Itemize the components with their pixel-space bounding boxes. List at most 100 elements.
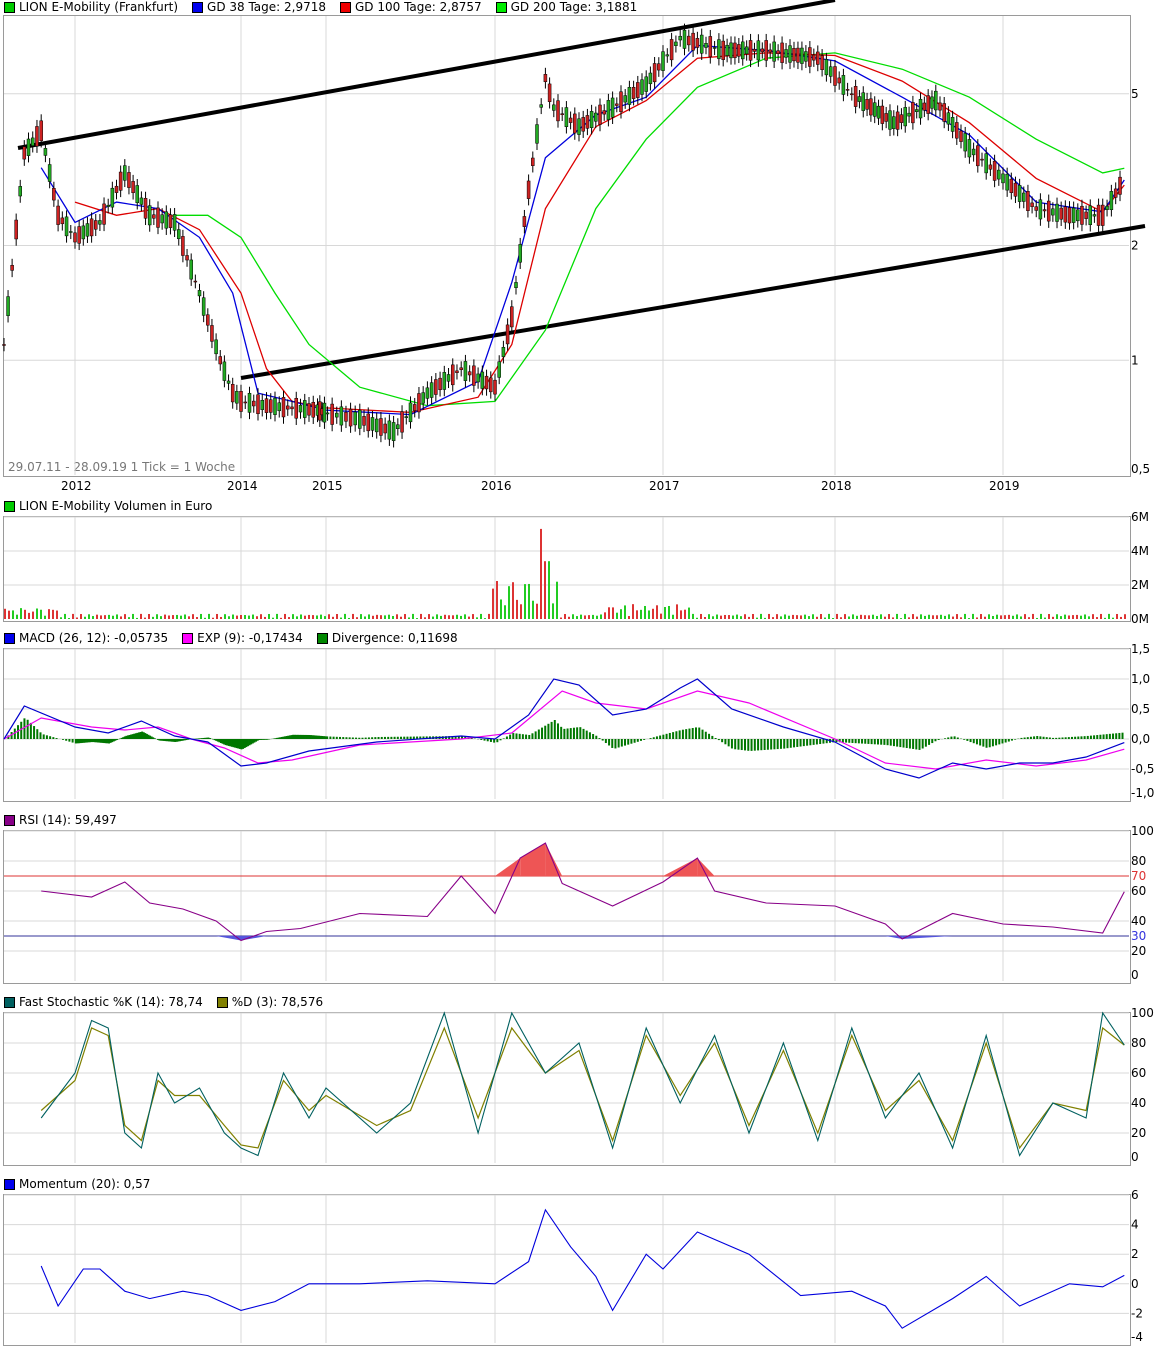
volume-bar [352, 613, 354, 619]
price-candle-body [861, 92, 866, 111]
price-candle-body [247, 392, 252, 413]
price-candle-body [950, 117, 955, 132]
price-candle-body [35, 126, 39, 147]
price-candle-body [1080, 205, 1084, 225]
price-candle-body [64, 216, 69, 237]
macd-divergence-bar [553, 720, 556, 739]
price-candle-body [1026, 191, 1030, 211]
price-candle-body [581, 117, 585, 132]
macd-divergence-bar [390, 736, 393, 739]
macd-divergence-bar [766, 739, 769, 750]
price-candle-body [812, 54, 816, 61]
volume-bar [472, 614, 474, 619]
stoch-k-line [40, 1011, 1125, 1157]
macd-divergence-bar [197, 738, 200, 739]
rsi-overbought-fill [545, 843, 563, 876]
price-candle-body [14, 219, 18, 240]
volume-bar [864, 615, 866, 619]
macd-legend-label: EXP (9): -0,17434 [197, 631, 303, 645]
macd-divergence-bar [301, 734, 304, 739]
macd-divergence-bar [55, 738, 58, 739]
macd-divergence-bar [950, 736, 953, 739]
macd-divergence-bar [714, 738, 717, 739]
macd-divergence-bar [81, 739, 84, 743]
y-tick-label: 0M [1131, 612, 1149, 626]
macd-divergence-bar [199, 738, 202, 739]
volume-bar [628, 616, 630, 619]
macd-divergence-bar [1096, 735, 1099, 739]
price-candle-body [678, 35, 682, 41]
volume-bar [168, 615, 170, 619]
volume-bar [24, 609, 26, 619]
macd-divergence-bar [854, 739, 857, 744]
price-candle-body [1046, 200, 1051, 222]
macd-divergence-bar [259, 739, 262, 740]
volume-bar [204, 617, 206, 619]
volume-bar [948, 614, 950, 619]
macd-divergence-bar [396, 736, 399, 739]
macd-divergence-bar [95, 739, 98, 743]
volume-bar [796, 615, 798, 619]
volume-bar [696, 617, 698, 619]
macd-divergence-bar [851, 739, 854, 743]
macd-divergence-bar [253, 739, 256, 743]
volume-bar [1032, 613, 1034, 619]
price-candle-body [344, 412, 348, 422]
macd-divergence-bar [1089, 735, 1092, 739]
price-candle-body [850, 93, 854, 96]
macd-divergence-bar [322, 736, 325, 739]
price-candle-body [505, 324, 510, 345]
macd-divergence-bar [534, 731, 537, 739]
price-candle-body [1118, 176, 1122, 195]
price-candle-body [615, 103, 619, 106]
volume-bar [460, 615, 462, 619]
y-tick-label: 100 [1131, 1006, 1154, 1020]
volume-bar [900, 618, 902, 619]
volume-bar [852, 614, 854, 619]
macd-divergence-bar [454, 736, 457, 739]
volume-bar [376, 614, 378, 619]
macd-divergence-bar [711, 735, 714, 739]
volume-bar [1020, 616, 1022, 619]
rsi-overbought-fill [697, 858, 715, 876]
price-candle-body [218, 356, 222, 365]
price-candle-body [547, 83, 552, 102]
price-candle-body [22, 146, 27, 160]
price-candle-body [737, 44, 741, 57]
macd-divergence-bar [1074, 736, 1077, 739]
volume-bar [48, 609, 50, 619]
volume-bar [1004, 615, 1006, 619]
price-candle-body [824, 59, 829, 76]
macd-divergence-bar [908, 739, 911, 749]
y-tick-label: -1,0 [1131, 786, 1154, 800]
volume-bar [724, 614, 726, 619]
macd-legend-item: EXP (9): -0,17434 [182, 631, 303, 645]
macd-divergence-bar [1048, 737, 1051, 739]
price-candle-body [971, 148, 976, 156]
price-candle-body [888, 110, 892, 130]
macd-divergence-bar [348, 737, 351, 739]
volume-bar [40, 609, 42, 619]
macd-divergence-bar [412, 736, 415, 739]
price-candle-body [623, 95, 627, 103]
macd-divergence-bar [572, 727, 575, 739]
volume-bar [968, 618, 970, 619]
macd-divergence-bar [793, 739, 796, 748]
volume-bar [88, 614, 90, 619]
price-candle-body [362, 416, 366, 426]
macd-divergence-bar [662, 734, 665, 739]
macd-divergence-bar [457, 736, 460, 739]
macd-divergence-bar [115, 739, 118, 741]
price-candle-body [243, 401, 247, 404]
macd-divergence-bar [1052, 737, 1055, 739]
macd-divergence-bar [419, 736, 422, 739]
price-candle-body [421, 392, 425, 404]
macd-divergence-bar [675, 731, 678, 739]
price-candle-body [640, 79, 644, 95]
price-candle-body [748, 40, 753, 61]
volume-bar [72, 613, 74, 619]
macd-divergence-bar [1086, 735, 1089, 739]
macd-divergence-bar [1064, 737, 1067, 739]
price-candle-body [294, 398, 298, 419]
macd-divergence-bar [123, 736, 126, 739]
